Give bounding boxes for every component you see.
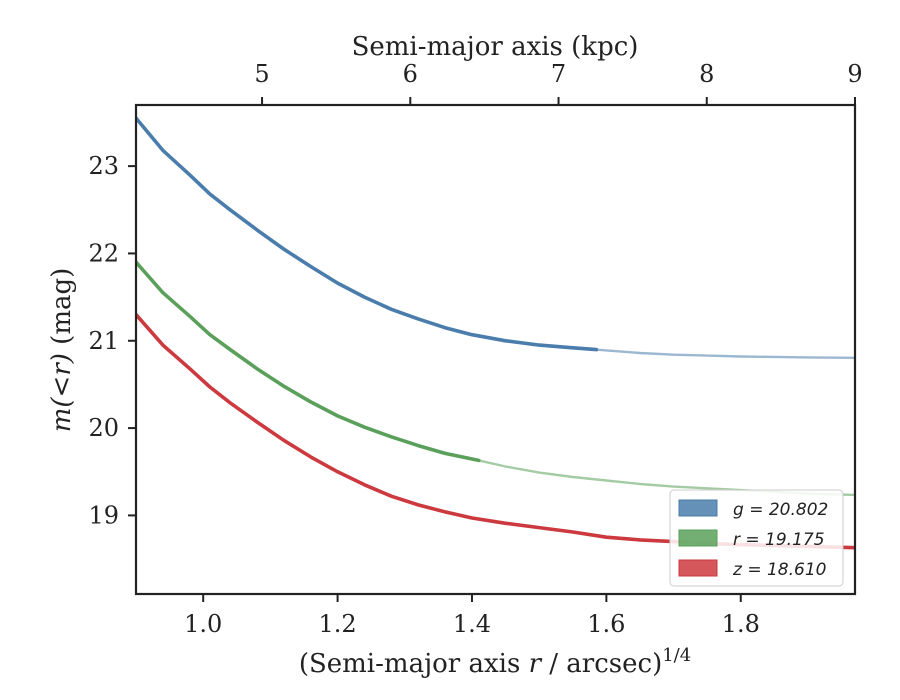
top-x-tick-label: 5 — [254, 60, 269, 88]
x-axis-label-exponent: 1/4 — [662, 645, 691, 666]
legend-swatch-z — [678, 559, 718, 577]
series-r-line — [136, 260, 481, 463]
y-axis-label: m(<r) (mag) — [47, 268, 77, 433]
y-tick-label: 23 — [88, 152, 119, 180]
y-tick-label: 20 — [88, 414, 119, 442]
x-tick-label: 1.8 — [722, 610, 760, 638]
y-tick-label: 22 — [88, 239, 119, 267]
y-tick-label: 21 — [88, 327, 119, 355]
legend-label-g: g = 20.802 — [733, 500, 828, 520]
x-tick-label: 1.2 — [319, 610, 357, 638]
y-tick-label: 19 — [88, 501, 119, 529]
legend: g = 20.802 r = 19.175 z = 18.610 — [669, 489, 844, 587]
top-x-tick-label: 6 — [403, 60, 418, 88]
x-tick-label: 1.0 — [184, 610, 222, 638]
ticks-layer: 1.0 1.2 1.4 1.6 1.8 19 20 21 22 23 5 6 7 8 9 — [88, 60, 862, 638]
top-x-tick-label: 8 — [699, 60, 714, 88]
series-r-extrapolated-line — [136, 261, 855, 497]
series-layer — [136, 116, 855, 550]
y-axis-label-variable: m(<r) — [47, 353, 77, 432]
x-axis-label-prefix: (Semi-major axis — [299, 649, 529, 679]
x-axis-label: (Semi-major axis r / arcsec)1/4 — [299, 645, 691, 679]
plot-frame — [134, 103, 857, 596]
top-x-tick-label: 7 — [551, 60, 566, 88]
x-axis-label-suffix: / arcsec) — [541, 649, 662, 679]
legend-swatch-g — [678, 499, 718, 517]
legend-swatch-r — [678, 529, 718, 547]
top-x-axis-label: Semi-major axis (kpc) — [352, 32, 639, 62]
legend-label-z: z = 18.610 — [732, 560, 826, 580]
x-tick-label: 1.4 — [453, 610, 491, 638]
x-tick-label: 1.6 — [587, 610, 625, 638]
legend-label-r: r = 19.175 — [733, 530, 825, 550]
x-axis-label-variable: r — [529, 649, 543, 679]
y-axis-label-suffix: (mag) — [47, 268, 77, 353]
series-g-line — [136, 116, 599, 352]
top-x-tick-label: 9 — [847, 60, 862, 88]
series-g-extrapolated-line — [136, 117, 855, 359]
